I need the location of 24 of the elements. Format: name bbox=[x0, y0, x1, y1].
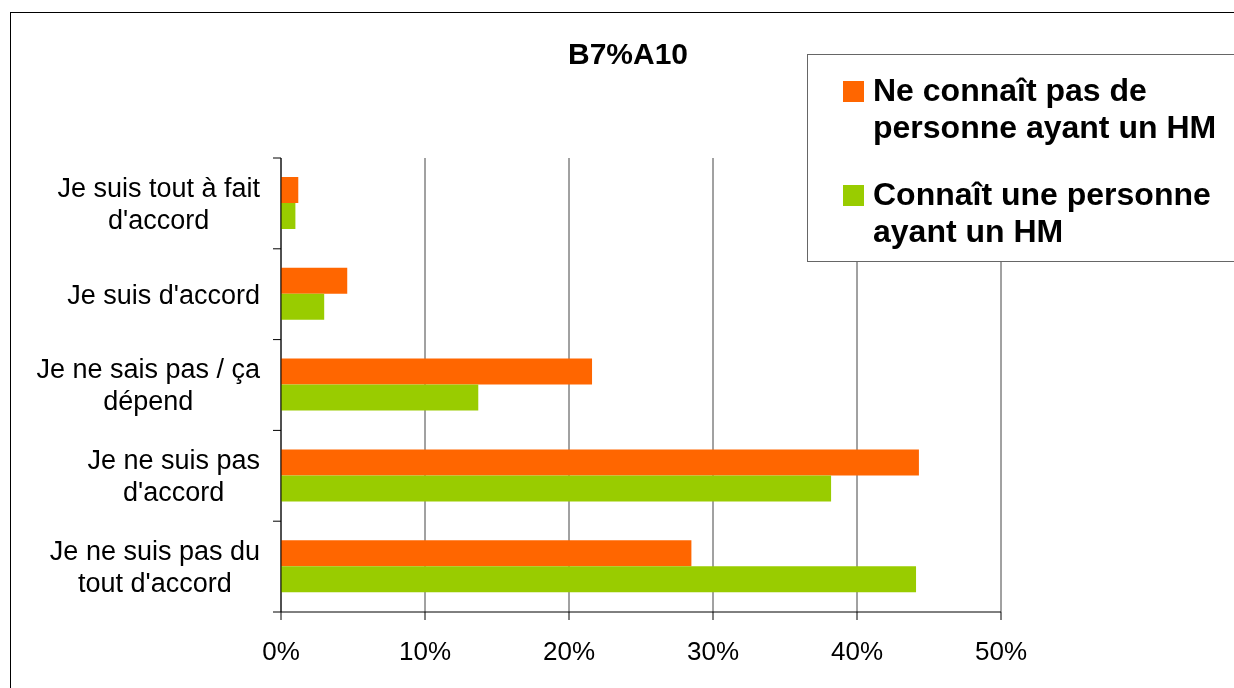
bar bbox=[281, 566, 917, 593]
bar bbox=[281, 267, 348, 294]
legend-label: Ne connaît pas de personne ayant un HM bbox=[873, 72, 1218, 146]
chart-title: B7%A10 bbox=[566, 37, 690, 71]
bar bbox=[281, 293, 325, 320]
bar bbox=[281, 203, 296, 229]
bar bbox=[281, 358, 593, 385]
x-tick-label: 0% bbox=[262, 636, 300, 667]
x-tick-label: 30% bbox=[686, 636, 740, 667]
bar bbox=[281, 177, 299, 203]
bar bbox=[281, 449, 919, 476]
y-tick-label: Je ne suis pas du tout d'accord bbox=[49, 536, 260, 599]
x-tick-label: 10% bbox=[398, 636, 452, 667]
y-tick-label: Je suis tout à fait d'accord bbox=[57, 172, 261, 235]
bar bbox=[281, 475, 832, 502]
bar bbox=[281, 384, 479, 411]
y-tick-label: Je ne suis pas d'accord bbox=[87, 445, 260, 508]
y-tick-label: Je suis d'accord bbox=[67, 279, 260, 310]
y-tick-label: Je ne sais pas / ça dépend bbox=[36, 354, 261, 417]
x-tick-label: 40% bbox=[830, 636, 884, 667]
legend-label: Connaît une personne ayant un HM bbox=[873, 176, 1212, 250]
bar bbox=[281, 540, 692, 567]
x-tick-label: 20% bbox=[542, 636, 596, 667]
x-tick-label: 50% bbox=[974, 636, 1028, 667]
